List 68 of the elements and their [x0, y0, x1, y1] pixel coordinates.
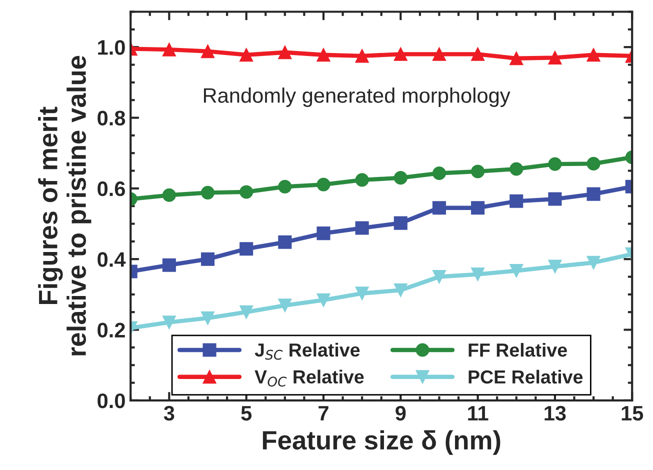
point — [586, 156, 600, 170]
point — [394, 216, 408, 230]
point — [394, 283, 408, 297]
annotation: Randomly generated morphology — [204, 88, 510, 107]
point — [316, 226, 330, 240]
point — [471, 268, 485, 282]
point — [548, 192, 562, 206]
point — [355, 173, 369, 187]
point — [548, 157, 562, 171]
x-axis-title: Feature size δ (nm) — [262, 430, 500, 455]
y-tick-label: 0.4 — [98, 252, 126, 267]
point — [278, 180, 292, 194]
point — [316, 293, 330, 307]
y-tick-label: 1.0 — [98, 40, 125, 55]
point — [510, 264, 524, 278]
legend-label: FF Relative — [468, 342, 567, 357]
point — [200, 252, 215, 266]
point — [200, 311, 215, 325]
point — [548, 50, 562, 64]
point — [200, 186, 215, 200]
y-tick-label: 0.8 — [98, 110, 126, 126]
point — [510, 162, 524, 176]
point — [278, 298, 292, 312]
legend-label: J$_{SC}$ Relative — [254, 342, 360, 360]
point — [586, 187, 600, 201]
point — [432, 270, 446, 284]
point — [240, 242, 254, 256]
point — [162, 316, 176, 330]
point — [240, 48, 254, 62]
x-tick-label: 3 — [164, 406, 174, 421]
point — [162, 42, 176, 56]
point — [586, 48, 600, 62]
legend-label: V$_{OC}$ Relative — [254, 370, 364, 387]
x-tick-label: 15 — [622, 406, 644, 421]
y-axis-title: Figures of merit relative to pristine value — [38, 56, 92, 356]
point — [355, 49, 369, 63]
legend-label: PCE Relative — [468, 370, 583, 384]
point — [548, 260, 562, 274]
point — [586, 256, 600, 270]
point — [240, 305, 254, 319]
point — [316, 178, 330, 192]
point — [432, 47, 446, 61]
point — [240, 185, 254, 199]
point — [162, 188, 176, 202]
point — [471, 164, 485, 178]
x-tick-label: 13 — [544, 406, 566, 421]
point — [162, 258, 176, 272]
point — [355, 221, 369, 235]
point — [278, 46, 292, 60]
x-tick-label: 7 — [318, 406, 328, 420]
point — [355, 286, 369, 300]
point — [432, 201, 446, 215]
x-tick-label: 5 — [241, 406, 252, 421]
y-tick-label: 0.0 — [98, 393, 125, 408]
point — [316, 48, 330, 62]
x-tick-label: 9 — [396, 406, 406, 421]
x-tick-label: 11 — [468, 406, 488, 420]
point — [278, 235, 292, 249]
point — [471, 47, 485, 61]
point — [394, 47, 408, 61]
point — [432, 166, 446, 180]
y-tick-label: 0.2 — [98, 322, 125, 338]
point — [200, 44, 215, 58]
y-tick-label: 0.6 — [98, 181, 125, 196]
point — [510, 52, 524, 66]
point — [394, 171, 408, 185]
point — [471, 201, 485, 215]
point — [510, 194, 524, 208]
